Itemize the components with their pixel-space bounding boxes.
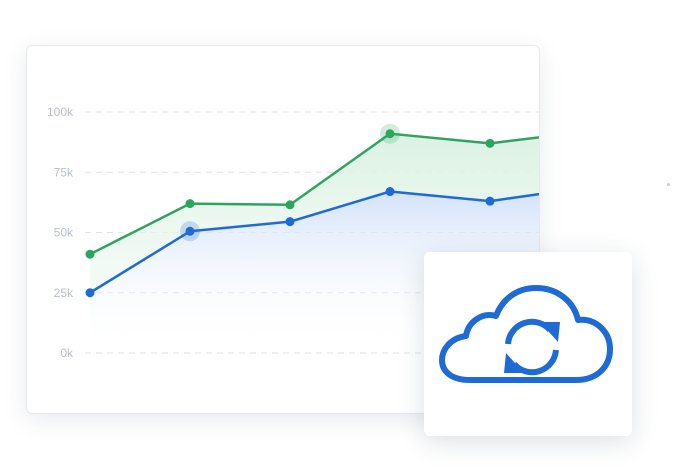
- cloud-sync-card: [424, 252, 632, 436]
- data-point-blue: [485, 196, 495, 206]
- data-point-green: [285, 200, 295, 210]
- series-line-blue: [89, 190, 539, 294]
- cloud-sync-icon: [439, 285, 613, 383]
- data-point-blue: [185, 226, 195, 236]
- series-line-green: [89, 132, 539, 256]
- y-tick-label: 100k: [47, 105, 74, 119]
- y-tick-label: 75k: [54, 165, 74, 179]
- data-point-blue: [85, 288, 95, 298]
- sync-arrowhead-bottom: [504, 353, 524, 373]
- decorative-dot: [667, 183, 670, 186]
- data-point-blue: [285, 217, 295, 227]
- data-point-blue: [385, 187, 395, 197]
- data-point-green: [485, 138, 495, 148]
- sync-arrowhead-top: [540, 322, 560, 342]
- data-point-green: [385, 129, 395, 139]
- y-tick-label: 25k: [54, 286, 74, 300]
- sync-arrow-bottom: [511, 349, 559, 376]
- y-tick-label: 50k: [54, 226, 74, 240]
- data-point-green: [85, 249, 95, 259]
- y-tick-label: 0k: [60, 346, 74, 360]
- data-point-green: [185, 199, 195, 209]
- cloud-outline: [439, 285, 613, 383]
